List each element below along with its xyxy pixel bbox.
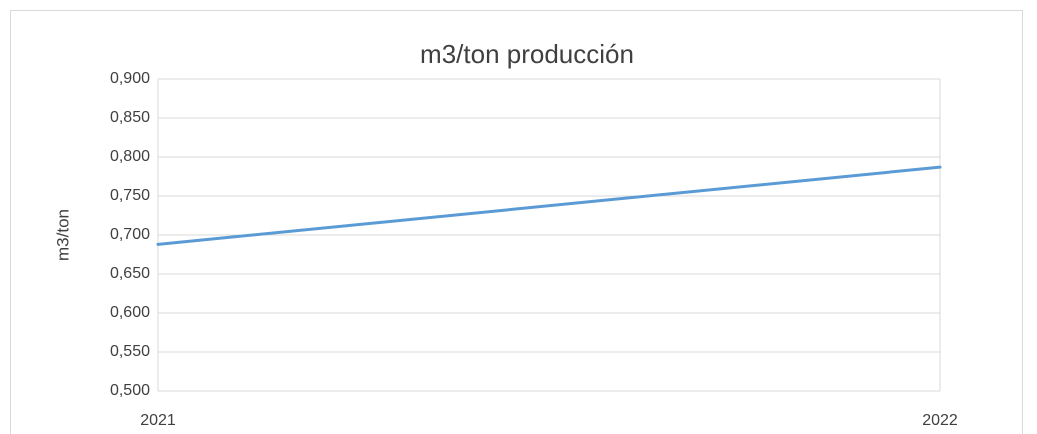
y-tick-label: 0,750 bbox=[110, 187, 150, 204]
y-tick-label: 0,500 bbox=[110, 382, 150, 399]
chart-border bbox=[10, 10, 1023, 434]
y-tick-label: 0,850 bbox=[110, 109, 150, 126]
y-tick-label: 0,550 bbox=[110, 343, 150, 360]
y-axis-label: m3/ton bbox=[53, 209, 72, 261]
y-tick-label: 0,600 bbox=[110, 304, 150, 321]
x-tick-label: 2021 bbox=[140, 412, 176, 429]
y-tick-label: 0,800 bbox=[110, 148, 150, 165]
y-tick-label: 0,650 bbox=[110, 265, 150, 282]
chart-title: m3/ton producción bbox=[420, 39, 634, 69]
y-tick-label: 0,900 bbox=[110, 70, 150, 87]
line bbox=[156, 165, 942, 246]
y-tick-label: 0,700 bbox=[110, 226, 150, 243]
x-tick-label: 2022 bbox=[922, 412, 958, 429]
